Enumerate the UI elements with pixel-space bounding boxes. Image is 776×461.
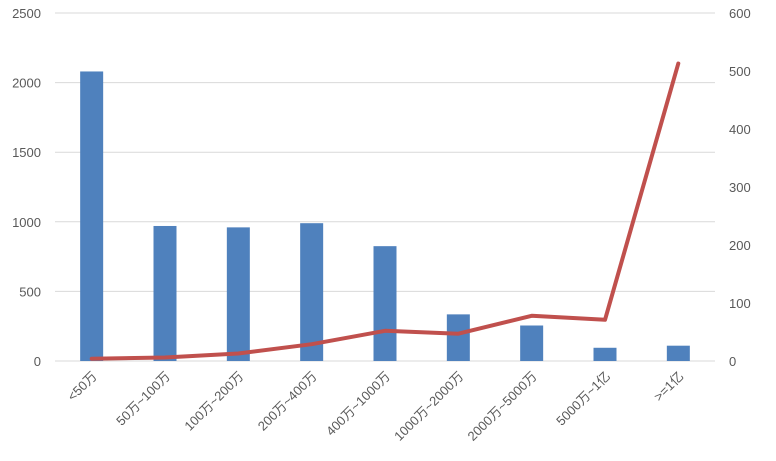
x-tick-label: 5000万~1亿 xyxy=(553,369,613,429)
left-tick-label: 1500 xyxy=(12,145,41,160)
x-tick-label: 50万~100万 xyxy=(113,369,173,429)
bar xyxy=(226,227,250,361)
bar xyxy=(446,314,470,361)
bar xyxy=(373,246,397,361)
x-tick-label: 200万~400万 xyxy=(255,369,320,434)
x-tick-label: <50万 xyxy=(64,369,99,404)
left-axis-ticks: 0 500 1000 1500 2000 2500 xyxy=(12,6,41,369)
left-tick-label: 2500 xyxy=(12,6,41,21)
x-tick-label: 1000万~2000万 xyxy=(391,369,466,444)
right-tick-label: 300 xyxy=(729,180,751,195)
right-tick-label: 200 xyxy=(729,238,751,253)
right-tick-label: 100 xyxy=(729,296,751,311)
bar xyxy=(300,223,324,361)
left-tick-label: 1000 xyxy=(12,215,41,230)
x-tick-label: >=1亿 xyxy=(651,369,687,405)
x-tick-label: 100万~200万 xyxy=(181,369,246,434)
bar xyxy=(80,71,104,362)
bar xyxy=(593,347,617,361)
bar xyxy=(153,225,177,361)
right-tick-label: 0 xyxy=(729,354,736,369)
bar xyxy=(666,345,690,361)
line-series xyxy=(89,61,681,361)
right-tick-label: 400 xyxy=(729,122,751,137)
right-tick-label: 500 xyxy=(729,64,751,79)
left-tick-label: 500 xyxy=(19,284,41,299)
x-tick-label: 400万~1000万 xyxy=(323,369,393,439)
left-tick-label: 0 xyxy=(34,354,41,369)
x-axis-ticks: <50万 50万~100万 100万~200万 200万~400万 400万~1000万… xyxy=(64,369,686,444)
bar xyxy=(520,325,544,361)
x-tick-label: 2000万~5000万 xyxy=(465,369,540,444)
series-line xyxy=(89,61,681,361)
left-tick-label: 2000 xyxy=(12,76,41,91)
right-tick-label: 600 xyxy=(729,6,751,21)
right-axis-ticks: 0 100 200 300 400 500 600 xyxy=(729,6,751,369)
